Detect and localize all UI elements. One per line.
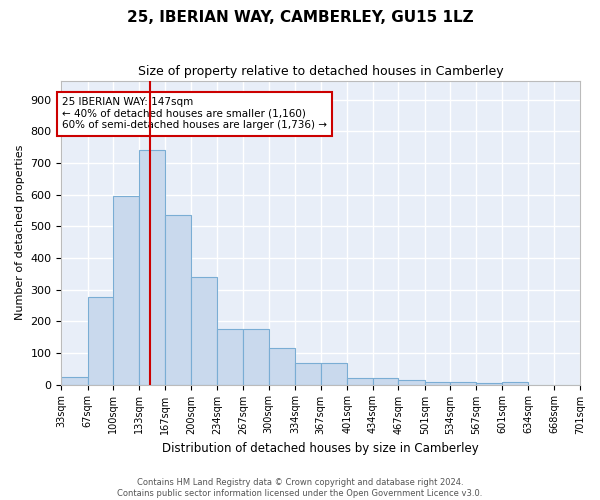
Y-axis label: Number of detached properties: Number of detached properties bbox=[15, 145, 25, 320]
Bar bbox=[347, 378, 373, 384]
Bar bbox=[373, 378, 398, 384]
Bar bbox=[321, 363, 347, 384]
Bar bbox=[295, 363, 321, 384]
Bar bbox=[243, 328, 269, 384]
Text: 25 IBERIAN WAY: 147sqm
← 40% of detached houses are smaller (1,160)
60% of semi-: 25 IBERIAN WAY: 147sqm ← 40% of detached… bbox=[62, 98, 327, 130]
Bar bbox=[425, 382, 451, 384]
Title: Size of property relative to detached houses in Camberley: Size of property relative to detached ho… bbox=[138, 65, 503, 78]
Bar bbox=[61, 376, 88, 384]
Bar bbox=[139, 150, 166, 384]
Bar bbox=[191, 277, 217, 384]
Bar bbox=[502, 382, 528, 384]
Text: Contains HM Land Registry data © Crown copyright and database right 2024.
Contai: Contains HM Land Registry data © Crown c… bbox=[118, 478, 482, 498]
Bar bbox=[451, 382, 476, 384]
Bar bbox=[476, 383, 502, 384]
Text: 25, IBERIAN WAY, CAMBERLEY, GU15 1LZ: 25, IBERIAN WAY, CAMBERLEY, GU15 1LZ bbox=[127, 10, 473, 25]
Bar bbox=[269, 348, 295, 385]
Bar bbox=[113, 196, 139, 384]
X-axis label: Distribution of detached houses by size in Camberley: Distribution of detached houses by size … bbox=[163, 442, 479, 455]
Bar bbox=[217, 328, 243, 384]
Bar bbox=[166, 215, 191, 384]
Bar bbox=[398, 380, 425, 384]
Bar bbox=[88, 298, 113, 384]
